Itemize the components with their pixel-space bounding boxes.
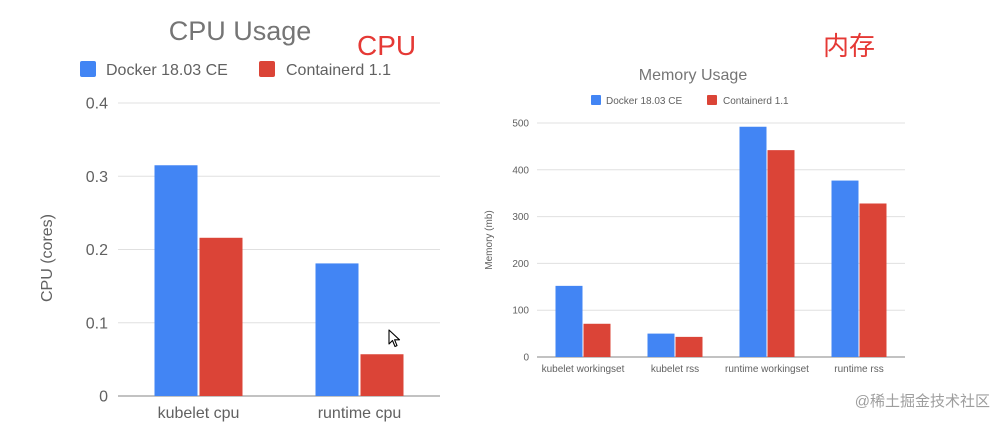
mem-bar-containerd [583,323,611,357]
mem-y-tick-label: 500 [512,119,529,130]
memory-legend: Docker 18.03 CE Containerd 1.1 [591,95,789,107]
memory-legend-label-containerd: Containerd 1.1 [723,96,789,107]
cpu-annotation: CPU [357,30,416,61]
cpu-bars [154,165,404,396]
cpu-legend-swatch-docker [80,61,96,77]
cpu-y-tick-label: 0 [99,389,108,406]
mem-bar-docker [739,126,767,357]
memory-y-ticks: 0 100 200 300 400 500 [512,119,529,364]
memory-legend-label-docker: Docker 18.03 CE [606,96,682,107]
memory-chart-title: Memory Usage [639,67,748,84]
mem-x-tick-label: kubelet rss [651,364,699,375]
cpu-y-tick-label: 0.3 [86,169,108,186]
memory-legend-swatch-containerd [707,95,717,105]
cpu-y-tick-label: 0.2 [86,242,108,259]
mem-bar-containerd [675,336,703,357]
cpu-y-axis-label: CPU (cores) [39,214,56,302]
mem-y-tick-label: 400 [512,165,529,176]
cpu-bar-docker [315,263,359,396]
mem-y-tick-label: 300 [512,212,529,223]
memory-annotation: 内存 [823,31,875,61]
cpu-y-tick-label: 0.4 [86,96,108,113]
memory-usage-chart: Memory Usage Docker 18.03 CE Containerd … [484,67,905,375]
cpu-y-tick-label: 0.1 [86,315,108,332]
mem-bar-containerd [767,150,795,357]
cpu-y-ticks: 0 0.1 0.2 0.3 0.4 [86,96,108,406]
cpu-bar-containerd [360,354,404,396]
mouse-cursor-icon [388,329,401,348]
mem-x-tick-label: kubelet workingset [542,364,625,375]
mem-y-tick-label: 100 [512,306,529,317]
cpu-bar-containerd [199,237,243,396]
memory-bars [555,126,887,357]
watermark: @稀土掘金技术社区 [855,393,990,410]
mem-bar-docker [831,180,859,357]
cpu-legend-swatch-containerd [259,61,275,77]
cpu-legend-label-docker: Docker 18.03 CE [106,62,228,79]
mem-x-tick-label: runtime rss [834,364,883,375]
memory-y-axis-label: Memory (mb) [484,210,495,269]
mem-y-tick-label: 200 [512,259,529,270]
cpu-chart-title: CPU Usage [169,16,312,46]
mem-bar-docker [647,333,675,357]
mem-x-tick-label: runtime workingset [725,364,809,375]
cpu-x-tick-label: runtime cpu [318,405,402,422]
cpu-usage-chart: CPU Usage Docker 18.03 CE Containerd 1.1… [39,16,440,422]
mem-y-tick-label: 0 [523,353,529,364]
cpu-bar-docker [154,165,198,396]
cpu-x-tick-label: kubelet cpu [158,405,240,422]
cpu-legend-label-containerd: Containerd 1.1 [286,62,391,79]
cpu-x-ticks: kubelet cpu runtime cpu [158,405,402,422]
memory-x-ticks: kubelet workingset kubelet rss runtime wor… [542,364,884,375]
memory-legend-swatch-docker [591,95,601,105]
mem-bar-docker [555,285,583,357]
mem-bar-containerd [859,203,887,357]
cpu-legend: Docker 18.03 CE Containerd 1.1 [80,61,391,79]
